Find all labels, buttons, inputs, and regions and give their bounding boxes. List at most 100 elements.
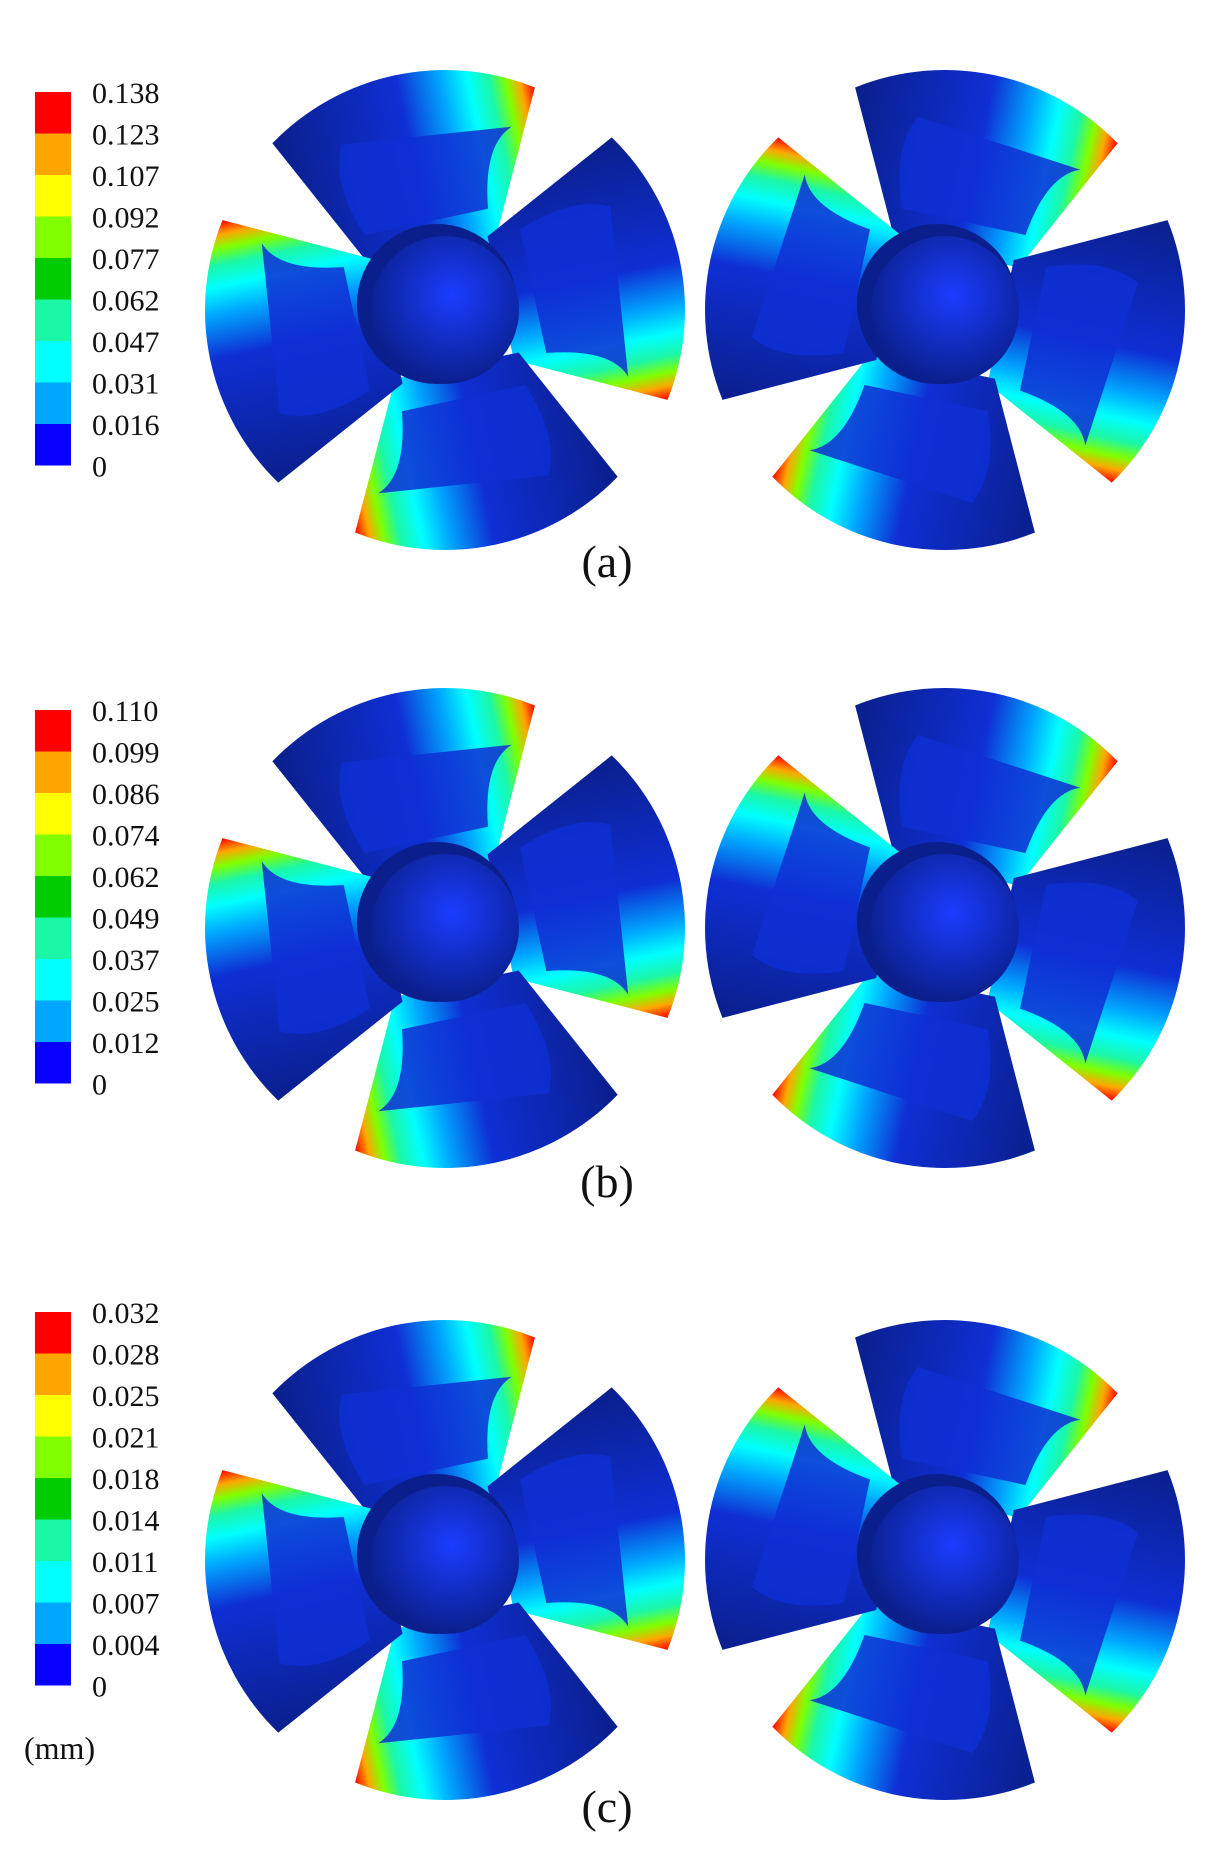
legend-swatch bbox=[35, 258, 71, 300]
legend-tick-label: 0.037 bbox=[92, 944, 160, 977]
legend-swatch bbox=[35, 1602, 71, 1644]
blade-core bbox=[751, 174, 870, 356]
legend-swatch bbox=[35, 793, 71, 835]
legend-tick-label: 0.014 bbox=[92, 1505, 160, 1538]
legend-swatch bbox=[35, 175, 71, 217]
blade-core bbox=[261, 861, 370, 1034]
hub bbox=[871, 236, 1019, 384]
legend-tick-label: 0.025 bbox=[92, 1380, 160, 1413]
legend-swatch bbox=[35, 341, 71, 383]
color-legend: 0.110 0.099 0.086 0.074 0.062 0.049 0.037 0.025… bbox=[35, 695, 160, 1102]
legend-swatch bbox=[35, 710, 71, 752]
legend-tick-label: 0.099 bbox=[92, 737, 160, 770]
propeller bbox=[204, 1320, 685, 1800]
hub bbox=[871, 1486, 1019, 1634]
legend-tick-label: 0.032 bbox=[92, 1297, 160, 1330]
blade-core bbox=[261, 243, 370, 416]
panel-b: 0.110 0.099 0.086 0.074 0.062 0.049 0.037 0.025… bbox=[0, 615, 1214, 1227]
blade-core bbox=[339, 744, 512, 853]
legend-tick-label: 0.086 bbox=[92, 778, 160, 811]
legend-tick-label: 0.092 bbox=[92, 202, 160, 235]
panel-a: 0.138 0.123 0.107 0.092 0.077 0.062 0.047 0.031… bbox=[0, 0, 1214, 610]
hub bbox=[371, 1486, 519, 1634]
legend-tick-label: 0.021 bbox=[92, 1422, 160, 1455]
panel-b-figure: 0.110 0.099 0.086 0.074 0.062 0.049 0.037 0.025… bbox=[35, 688, 1186, 1168]
blade-core bbox=[378, 385, 551, 494]
legend-swatch bbox=[35, 751, 71, 793]
legend-swatch bbox=[35, 1312, 71, 1354]
panel-c: 0.032 0.028 0.025 0.021 0.018 0.014 0.011 0.007… bbox=[0, 1232, 1214, 1857]
legend-swatch bbox=[35, 382, 71, 424]
propeller bbox=[204, 688, 685, 1168]
propeller bbox=[205, 70, 685, 550]
legend-swatch bbox=[35, 299, 71, 341]
propeller bbox=[705, 1320, 1186, 1800]
legend-tick-label: 0.004 bbox=[92, 1629, 160, 1662]
propeller bbox=[705, 688, 1186, 1168]
legend-swatch bbox=[35, 959, 71, 1001]
blade-core bbox=[809, 385, 991, 504]
caption-b: (b) bbox=[580, 1156, 634, 1207]
hub bbox=[371, 854, 519, 1002]
blade-core bbox=[809, 1635, 991, 1754]
legend-tick-label: 0.107 bbox=[92, 160, 160, 193]
blade-core bbox=[751, 1424, 870, 1606]
legend-tick-label: 0.031 bbox=[92, 368, 160, 401]
legend-swatch bbox=[35, 424, 71, 466]
legend-tick-label: 0 bbox=[92, 1069, 107, 1102]
legend-swatch bbox=[35, 1353, 71, 1395]
legend-tick-label: 0 bbox=[92, 1671, 107, 1704]
legend-tick-label: 0.007 bbox=[92, 1588, 160, 1621]
legend-swatch bbox=[35, 1478, 71, 1520]
legend-swatch bbox=[35, 876, 71, 918]
legend-swatch bbox=[35, 1395, 71, 1437]
legend-tick-label: 0.028 bbox=[92, 1339, 160, 1372]
caption-a: (a) bbox=[581, 536, 633, 587]
legend-swatch bbox=[35, 1436, 71, 1478]
legend-swatch bbox=[35, 834, 71, 876]
legend-tick-label: 0.077 bbox=[92, 243, 160, 276]
legend-tick-label: 0.047 bbox=[92, 326, 160, 359]
legend-swatch bbox=[35, 1519, 71, 1561]
legend-swatch bbox=[35, 1042, 71, 1084]
legend-swatch bbox=[35, 216, 71, 258]
legend-tick-label: 0.074 bbox=[92, 820, 160, 853]
blade-core bbox=[339, 1376, 512, 1485]
legend-tick-label: 0.062 bbox=[92, 861, 160, 894]
legend-tick-label: 0.016 bbox=[92, 409, 160, 442]
blade-core bbox=[378, 1003, 551, 1112]
blade-core bbox=[809, 1003, 991, 1122]
blade-core bbox=[339, 126, 512, 235]
color-legend: 0.138 0.123 0.107 0.092 0.077 0.062 0.047 0.031… bbox=[35, 77, 160, 484]
hub bbox=[371, 236, 519, 384]
panel-c-figure: 0.032 0.028 0.025 0.021 0.018 0.014 0.011 0.007… bbox=[35, 1297, 1186, 1800]
legend-swatch bbox=[35, 917, 71, 959]
blade-core bbox=[1020, 1514, 1139, 1696]
blade-core bbox=[520, 1454, 629, 1627]
legend-tick-label: 0.018 bbox=[92, 1463, 160, 1496]
legend-tick-label: 0.062 bbox=[92, 285, 160, 318]
blade-core bbox=[899, 1366, 1081, 1485]
blade-core bbox=[899, 116, 1081, 235]
legend-tick-label: 0 bbox=[92, 451, 107, 484]
hub bbox=[871, 854, 1019, 1002]
legend-tick-label: 0.138 bbox=[92, 77, 160, 110]
legend-swatch bbox=[35, 1561, 71, 1603]
blade-core bbox=[261, 1493, 370, 1666]
propeller bbox=[705, 69, 1186, 550]
legend-tick-label: 0.012 bbox=[92, 1027, 160, 1060]
legend-tick-label: 0.123 bbox=[92, 119, 160, 152]
legend-swatch bbox=[35, 92, 71, 134]
unit-label: (mm) bbox=[24, 1730, 96, 1766]
panel-a-figure: 0.138 0.123 0.107 0.092 0.077 0.062 0.047 0.031… bbox=[35, 69, 1186, 550]
blade-core bbox=[520, 822, 629, 995]
blade-core bbox=[378, 1635, 551, 1744]
blade-core bbox=[520, 204, 629, 377]
legend-swatch bbox=[35, 133, 71, 175]
caption-c: (c) bbox=[581, 1781, 633, 1832]
blade-core bbox=[1020, 264, 1139, 446]
color-legend: 0.032 0.028 0.025 0.021 0.018 0.014 0.011 0.007… bbox=[35, 1297, 160, 1704]
blade-core bbox=[751, 792, 870, 974]
legend-swatch bbox=[35, 1000, 71, 1042]
legend-swatch bbox=[35, 1644, 71, 1686]
